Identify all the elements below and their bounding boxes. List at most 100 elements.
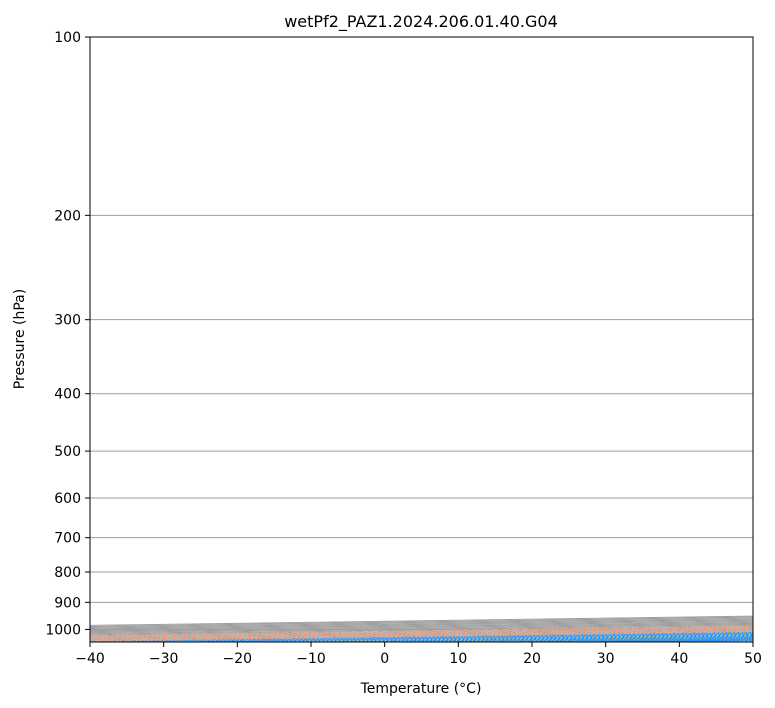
dry-adiabat-line bbox=[538, 638, 753, 642]
mixing-ratio-line bbox=[218, 633, 753, 642]
isotherm-line bbox=[310, 635, 753, 642]
y-tick-label: 200 bbox=[54, 208, 81, 224]
mixing-ratio-line bbox=[90, 631, 753, 642]
mixing-ratio-line bbox=[131, 632, 753, 642]
isotherm-line bbox=[90, 628, 753, 639]
plot-frame bbox=[89, 36, 754, 643]
moist-adiabat-line bbox=[531, 638, 753, 642]
moist-adiabat-line bbox=[296, 634, 753, 642]
dry-adiabat-line bbox=[90, 627, 753, 639]
moist-adiabat-line bbox=[325, 635, 753, 642]
dry-adiabat-line bbox=[688, 640, 753, 642]
moist-adiabat-line bbox=[620, 639, 753, 642]
mixing-ratio-line bbox=[365, 636, 753, 642]
x-tick-label: −40 bbox=[75, 651, 105, 667]
y-tick-label: 700 bbox=[54, 531, 81, 547]
x-tick-label: 30 bbox=[597, 651, 615, 667]
moist-adiabat-line bbox=[561, 638, 753, 642]
moist-adiabat-line bbox=[414, 636, 753, 642]
moist-adiabat-line bbox=[649, 640, 753, 642]
isotherm-line bbox=[90, 630, 753, 641]
mixing-ratio-line bbox=[185, 633, 753, 642]
dry-adiabat-line bbox=[90, 628, 753, 640]
dry-adiabat-line bbox=[763, 37, 775, 642]
mixing-ratio-line bbox=[394, 636, 753, 642]
x-tick-label: −30 bbox=[149, 651, 179, 667]
mixing-ratio-line bbox=[262, 634, 753, 642]
mixing-ratio-line bbox=[492, 637, 753, 642]
mixing-ratio-line bbox=[645, 639, 753, 642]
isotherm-line bbox=[90, 618, 753, 630]
dry-adiabat-line bbox=[464, 637, 753, 642]
dry-adiabat-line bbox=[165, 632, 753, 642]
mixing-ratio-line bbox=[326, 635, 753, 642]
moist-adiabat-line bbox=[502, 637, 753, 642]
isotherm-line bbox=[384, 636, 753, 642]
x-axis-label: Temperature (°C) bbox=[360, 681, 482, 697]
isotherm-line bbox=[90, 617, 753, 629]
mixing-ratio-line bbox=[522, 638, 753, 642]
mixing-ratio-line bbox=[436, 637, 753, 642]
isotherm-line bbox=[163, 633, 753, 642]
y-tick-label: 900 bbox=[54, 595, 81, 611]
background-lines bbox=[90, 37, 775, 642]
x-tick-label: 10 bbox=[449, 651, 467, 667]
dry-adiabat-line bbox=[314, 635, 753, 642]
dry-adiabat-line bbox=[90, 625, 753, 637]
x-tick-label: 40 bbox=[670, 651, 688, 667]
mixing-ratio-line bbox=[572, 638, 753, 642]
moist-adiabat-line bbox=[679, 640, 753, 642]
isotherm-line bbox=[90, 632, 753, 642]
isotherm-line bbox=[90, 619, 753, 631]
y-tick-label: 400 bbox=[54, 387, 81, 403]
isotherm-line bbox=[679, 640, 753, 642]
x-axis: −40 −30 −20 −10 0 10 20 30 40 50 bbox=[75, 642, 762, 667]
dry-adiabat-line bbox=[90, 629, 753, 641]
isotherm-line bbox=[605, 639, 753, 642]
isotherm-line bbox=[531, 638, 753, 642]
y-tick-label: 600 bbox=[54, 491, 81, 507]
chart-title: wetPf2_PAZ1.2024.206.01.40.G04 bbox=[284, 12, 558, 32]
dry-adiabat-line bbox=[90, 626, 753, 638]
y-axis: 100 200 300 400 500 600 700 800 900 1000 bbox=[45, 30, 90, 638]
y-tick-label: 800 bbox=[54, 565, 81, 581]
isotherm-line bbox=[90, 627, 753, 638]
x-tick-label: −20 bbox=[223, 651, 253, 667]
isotherm-line bbox=[90, 625, 753, 637]
isotherm-line bbox=[458, 637, 753, 642]
y-axis-label: Pressure (hPa) bbox=[12, 289, 28, 389]
moist-adiabat-line bbox=[590, 639, 753, 642]
moist-adiabat-line bbox=[237, 634, 753, 642]
mixing-ratio-line bbox=[599, 639, 753, 642]
x-tick-label: 50 bbox=[744, 651, 762, 667]
x-tick-label: 20 bbox=[523, 651, 541, 667]
mixing-ratio-line bbox=[299, 635, 753, 642]
isotherm-line bbox=[752, 641, 753, 642]
isotherm-line bbox=[90, 615, 753, 626]
dry-adiabat-line bbox=[613, 639, 753, 642]
y-tick-label: 1000 bbox=[45, 622, 81, 638]
dry-adiabat-line bbox=[90, 630, 753, 642]
isotherm-line bbox=[90, 631, 753, 642]
x-tick-label: 0 bbox=[380, 651, 389, 667]
isotherm-line bbox=[90, 616, 753, 627]
x-tick-label: −10 bbox=[296, 651, 326, 667]
moist-adiabat-line bbox=[443, 637, 753, 642]
y-tick-label: 100 bbox=[54, 30, 81, 46]
moist-adiabat-line bbox=[473, 637, 753, 642]
mixing-ratio-line bbox=[467, 637, 753, 642]
mixing-ratio-line bbox=[622, 639, 753, 642]
dry-adiabat-line bbox=[389, 636, 753, 642]
isotherm-line bbox=[90, 623, 753, 635]
dry-adiabat-line bbox=[90, 631, 753, 642]
isotherm-line bbox=[90, 620, 753, 632]
moist-adiabat-line bbox=[266, 634, 753, 642]
isotherm-line bbox=[90, 621, 753, 633]
moist-adiabat-line bbox=[384, 636, 753, 642]
isotherm-line bbox=[90, 624, 753, 636]
y-tick-label: 500 bbox=[54, 444, 81, 460]
isotherm-line bbox=[90, 622, 753, 634]
isotherm-line bbox=[90, 629, 753, 640]
moist-adiabat-line bbox=[355, 635, 753, 642]
